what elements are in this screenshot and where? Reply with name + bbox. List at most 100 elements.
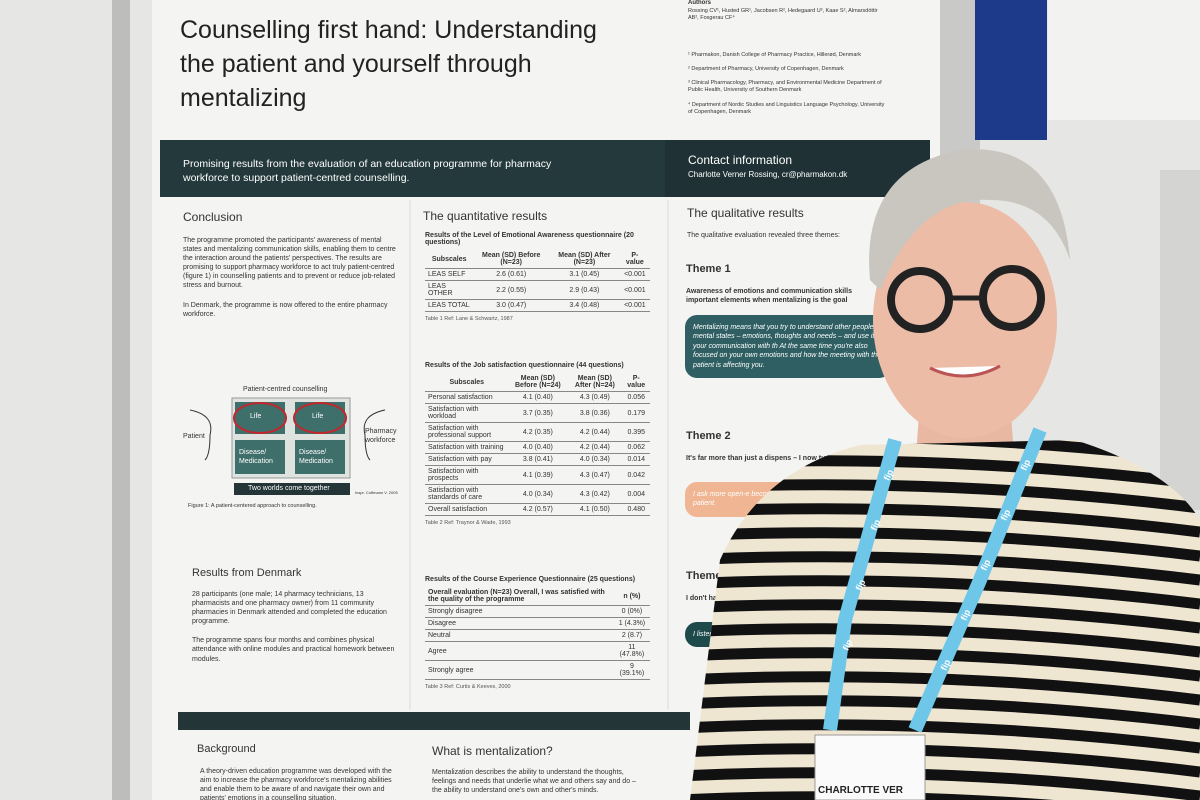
table-header: Subscales Mean (SD) Before (N=24) Mean (SD… <box>425 373 650 392</box>
section-heading: What is mentalization? <box>432 744 553 758</box>
cell: Agree <box>425 641 614 661</box>
poster-title: Counselling first hand: Understanding th… <box>180 16 597 112</box>
mentalization-text: Mentalization describes the ability to u… <box>432 769 636 795</box>
table-row: Satisfaction with professional support 4.… <box>425 422 650 442</box>
table-block: Results of the Job satisfaction question… <box>425 362 650 526</box>
theme-heading: Theme 1 <box>686 263 731 275</box>
figure-label: Disease/ Medication <box>239 449 273 466</box>
cell: 4.2 (0.57) <box>508 503 568 516</box>
cell: 4.3 (0.49) <box>567 391 623 404</box>
affiliations: ¹ Pharmakon, Danish College of Pharmacy … <box>688 52 888 123</box>
figure-label: Two worlds come together <box>248 485 330 492</box>
cell: Neutral <box>425 629 614 642</box>
cell: 4.3 (0.42) <box>567 484 623 504</box>
cell: 1 (4.3%) <box>613 617 650 630</box>
table-block: Results of the Course Experience Questio… <box>425 576 650 690</box>
affiliation: ¹ Pharmakon, Danish College of Pharmacy … <box>688 52 862 58</box>
figure-label: Life <box>312 413 324 420</box>
cell: 4.0 (0.34) <box>567 453 623 466</box>
header-cell: Mean (SD) After (N=24) <box>567 373 623 392</box>
qualitative-intro: The qualitative evaluation revealed thre… <box>687 232 840 239</box>
cell: 4.3 (0.47) <box>567 465 623 485</box>
cell: 3.0 (0.47) <box>473 299 550 312</box>
figure-credit: Inspr. Coffmann V. 2005 <box>355 490 398 495</box>
cell: 4.0 (0.34) <box>508 484 568 504</box>
section-heading: Conclusion <box>183 210 243 224</box>
paragraph: 28 participants (one male; 14 pharmacy t… <box>192 591 387 626</box>
banner: Promising results from the evaluation of… <box>183 158 552 184</box>
cell: <0.001 <box>619 299 650 312</box>
cell: 0.004 <box>622 484 650 504</box>
cell: Satisfaction with prospects <box>425 465 509 485</box>
stripe <box>690 527 1200 562</box>
background-text: A theory-driven education programme was … <box>200 768 392 800</box>
header-cell: Mean (SD) After (N=23) <box>549 250 620 269</box>
authors: Rossing CV¹, Husted GR¹, Jacobsen R², He… <box>688 8 878 22</box>
cell: 0.179 <box>622 403 650 423</box>
table-caption: Table 1 Ref: Lane & Schwartz, 1987 <box>425 316 513 322</box>
cell: <0.001 <box>619 280 650 300</box>
theme-quote: Mentalizing means that you try to unders… <box>685 315 891 379</box>
cell: 0.056 <box>622 391 650 404</box>
table-row: Satisfaction with workload 3.7 (0.35) 3.8 … <box>425 403 650 423</box>
authors-heading: Authors <box>688 0 711 6</box>
cell: 2.9 (0.43) <box>549 280 620 300</box>
paragraph: The programme promoted the participants'… <box>183 237 396 290</box>
table: Overall evaluation (N=23) Overall, I was… <box>425 587 650 680</box>
cell: Satisfaction with professional support <box>425 422 509 442</box>
figure-label: Patient <box>183 433 205 440</box>
figure-label: Disease/ Medication <box>299 449 333 466</box>
table-caption: Table 2 Ref: Traynor & Wade, 1993 <box>425 520 511 526</box>
table-row: LEAS OTHER 2.2 (0.55) 2.9 (0.43) <0.001 <box>425 280 650 300</box>
conclusion: The programme promoted the participants'… <box>183 236 398 329</box>
cell: 3.8 (0.41) <box>508 453 568 466</box>
cell: LEAS SELF <box>425 268 474 281</box>
table-row: Disagree 1 (4.3%) <box>425 617 650 630</box>
figure-label: Pharmacy workforce <box>365 428 397 445</box>
figure-title: Patient-centred counselling <box>243 386 328 393</box>
theme-heading: Theme 2 <box>686 430 731 442</box>
cell: 4.2 (0.44) <box>567 422 623 442</box>
contact-text: Charlotte Verner Rossing, cr@pharmakon.d… <box>688 170 848 179</box>
cell: Satisfaction with standards of care <box>425 484 509 504</box>
table-row: Satisfaction with training 4.0 (0.40) 4.2 … <box>425 441 650 454</box>
cell: 4.1 (0.40) <box>508 391 568 404</box>
theme-text: Awareness of emotions and communication … <box>686 288 852 305</box>
cell: LEAS TOTAL <box>425 299 474 312</box>
header-cell: Mean (SD) Before (N=24) <box>508 373 568 392</box>
cell: 9 (39.1%) <box>613 660 650 680</box>
header-cell: Subscales <box>425 250 474 269</box>
stripe <box>690 719 1200 754</box>
table-row: Satisfaction with pay 3.8 (0.41) 4.0 (0.34… <box>425 453 650 466</box>
section-heading: The quantitative results <box>423 209 548 223</box>
section-heading: The qualitative results <box>687 206 804 220</box>
table-title: Results of the Job satisfaction question… <box>425 362 624 369</box>
stripe <box>690 503 1200 538</box>
contact-heading: Contact information <box>688 153 793 167</box>
cell: 0.395 <box>622 422 650 442</box>
header-cell: P-value <box>622 373 650 392</box>
cell: Satisfaction with training <box>425 441 509 454</box>
stripe <box>690 551 1200 586</box>
table-block: Results of the Level of Emotional Awaren… <box>425 232 650 322</box>
theme-text: It's far more than just a dispens – I no… <box>686 455 886 462</box>
cell: Strongly disagree <box>425 605 614 618</box>
cell: 0.062 <box>622 441 650 454</box>
table: Subscales Mean (SD) Before (N=24) Mean (SD… <box>425 373 650 516</box>
stripe <box>690 743 1200 778</box>
header-cell: Subscales <box>425 373 509 392</box>
cell: 4.1 (0.50) <box>567 503 623 516</box>
table-caption: Table 3 Ref: Curtis & Keeves, 2000 <box>425 684 511 690</box>
stripe <box>690 599 1200 634</box>
cell: 3.7 (0.35) <box>508 403 568 423</box>
stripe <box>690 623 1200 658</box>
cell: 2.2 (0.55) <box>473 280 550 300</box>
badge-name: CHARLOTTE VER <box>818 785 903 796</box>
cell: 4.0 (0.40) <box>508 441 568 454</box>
table-row: LEAS TOTAL 3.0 (0.47) 3.4 (0.48) <0.001 <box>425 299 650 312</box>
table-header: Overall evaluation (N=23) Overall, I was… <box>425 587 650 606</box>
figure-label: Life <box>250 413 262 420</box>
header-cell: Overall evaluation (N=23) Overall, I was… <box>425 587 614 606</box>
